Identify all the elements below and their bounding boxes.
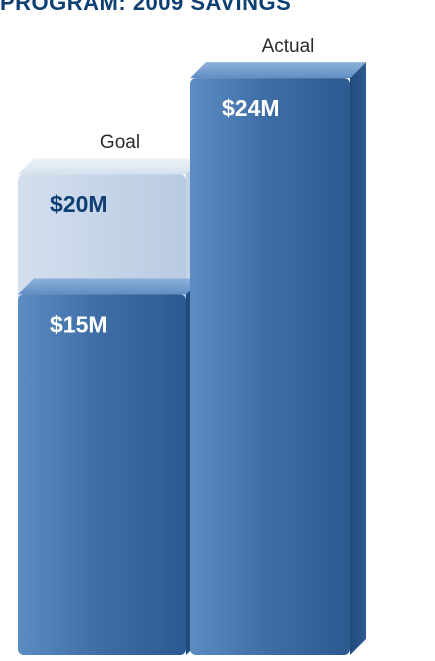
value-label-actual: $24M: [222, 95, 280, 121]
category-label-goal: Goal: [100, 132, 140, 153]
value-label-goal-target: $20M: [50, 191, 108, 217]
bar-actual: [190, 62, 366, 656]
chart-title: PROGRAM: 2009 SAVINGS: [0, 0, 291, 15]
category-label-actual: Actual: [262, 36, 315, 57]
bar-goal: [18, 278, 202, 655]
value-label-goal: $15M: [50, 311, 108, 337]
